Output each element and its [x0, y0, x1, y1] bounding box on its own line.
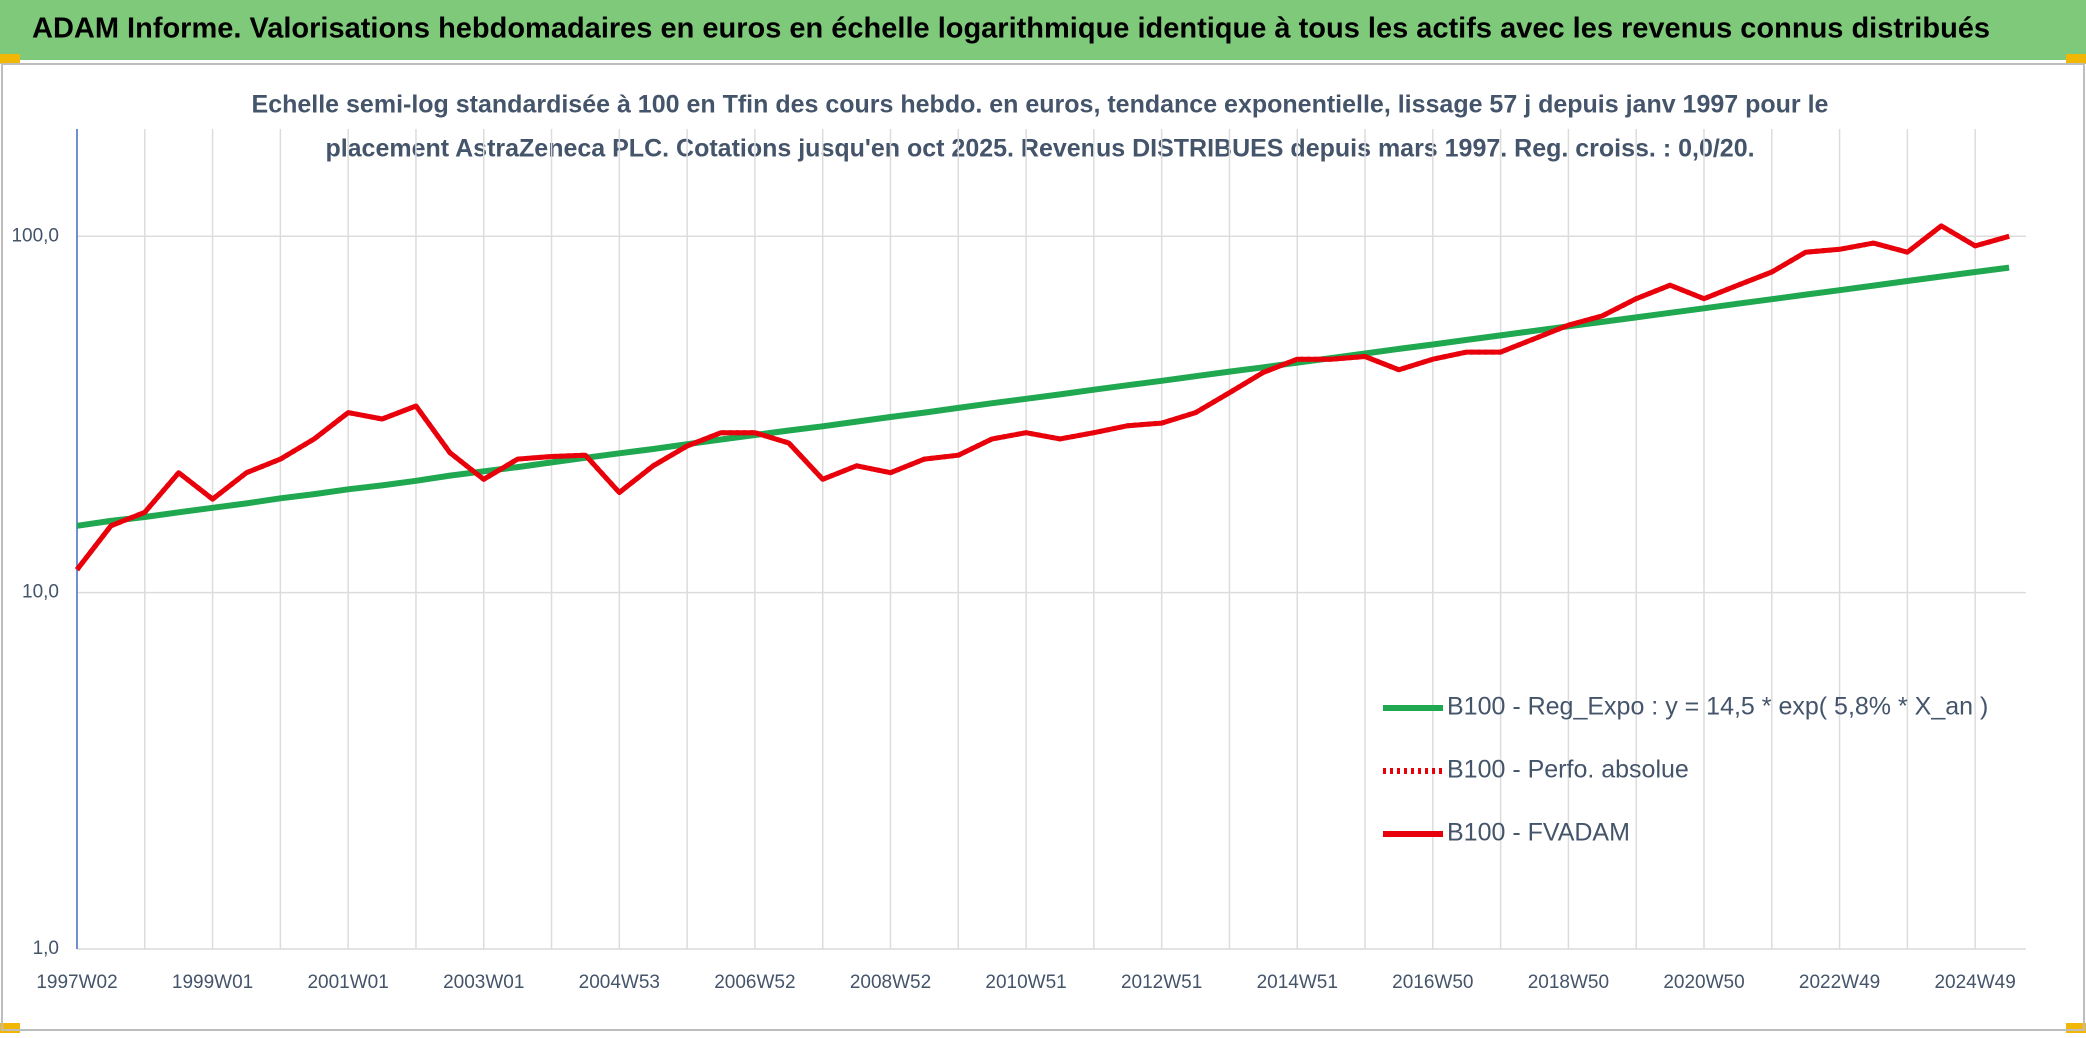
corner-mark: [2066, 1023, 2086, 1033]
x-tick-label: 2020W50: [1663, 972, 1744, 993]
header-bar: [0, 0, 2086, 60]
legend-label: B100 - FVADAM: [1447, 819, 1630, 847]
x-tick-label: 2006W52: [714, 972, 795, 993]
corner-mark: [0, 54, 20, 64]
plot: [75, 223, 2010, 572]
x-tick-label: 2008W52: [850, 972, 931, 993]
chart-title: placement AstraZeneca PLC. Cotations jus…: [325, 135, 1754, 163]
y-tick-label: 1,0: [33, 938, 59, 959]
x-tick-label: 2014W51: [1257, 972, 1338, 993]
legend-label: B100 - Perfo. absolue: [1447, 756, 1689, 784]
x-tick-label: 2004W53: [579, 972, 660, 993]
x-tick-label: 2001W01: [307, 972, 388, 993]
y-tick-label: 10,0: [22, 582, 59, 603]
x-tick-label: 2010W51: [985, 972, 1066, 993]
x-tick-label: 1999W01: [172, 972, 253, 993]
x-tick-label: 2003W01: [443, 972, 524, 993]
header-title: ADAM Informe. Valorisations hebdomadaire…: [32, 13, 1990, 45]
legend-label: B100 - Reg_Expo : y = 14,5 * exp( 5,8% *…: [1447, 693, 1988, 721]
x-tick-label: 2018W50: [1528, 972, 1609, 993]
chart-title: Echelle semi-log standardisée à 100 en T…: [252, 91, 1829, 119]
corner-mark: [0, 1023, 20, 1033]
x-tick-label: 2012W51: [1121, 972, 1202, 993]
grid: 1997W02 1999W01 2001W01 2003W01 2004W53 2006W…: [11, 129, 2026, 993]
x-tick-label: 1997W02: [36, 972, 117, 993]
x-tick-label: 2016W50: [1392, 972, 1473, 993]
x-tick-label: 2024W49: [1934, 972, 2015, 993]
legend: B100 - Reg_Expo : y = 14,5 * exp( 5,8% *…: [1383, 693, 1988, 847]
series-line: [76, 264, 2010, 529]
frame: [1, 63, 2085, 1031]
y-tick-label: 100,0: [11, 225, 59, 246]
corner-mark: [2066, 54, 2086, 64]
series-line: [75, 223, 2010, 572]
x-tick-label: 2022W49: [1799, 972, 1880, 993]
